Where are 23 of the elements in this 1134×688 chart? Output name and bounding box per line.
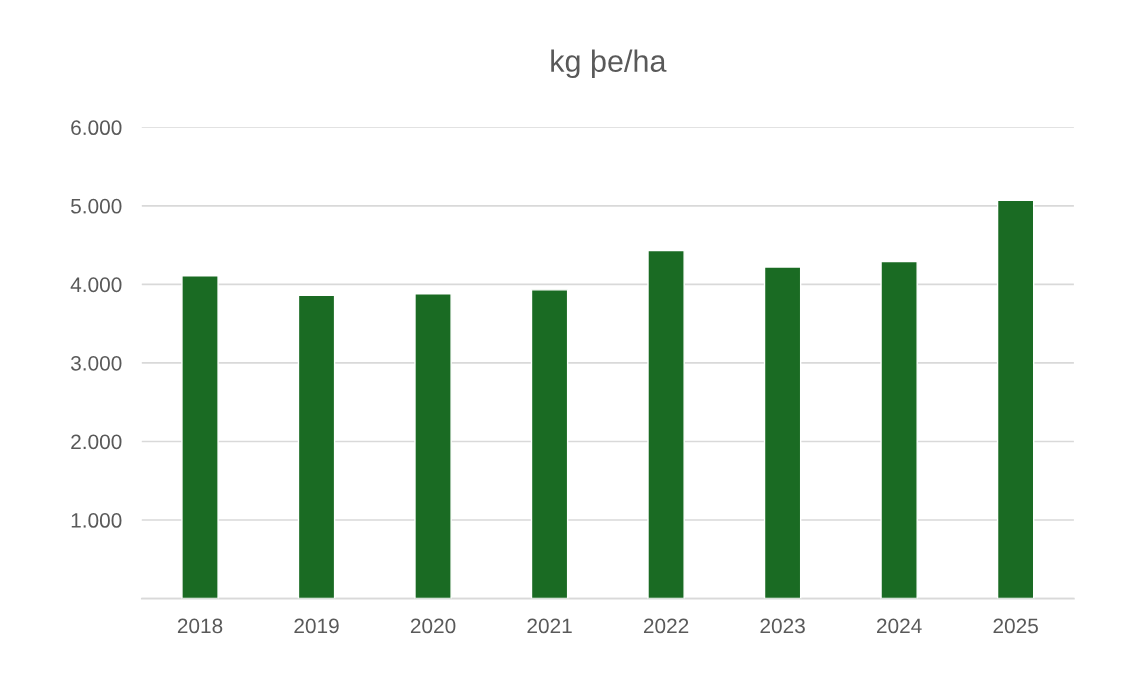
x-tick-label: 2024 (877, 618, 922, 634)
x-tick-label: 2019 (294, 618, 339, 634)
x-tick-label: 2020 (410, 618, 456, 634)
bar (414, 293, 452, 599)
bar (530, 289, 569, 599)
y-tick-label: 6.000 (71, 120, 122, 136)
chart-title: kg þe/ha (551, 49, 667, 79)
y-tick-label: 1.000 (71, 513, 122, 528)
bar (181, 275, 219, 599)
bar (647, 249, 685, 599)
bar (297, 294, 336, 599)
bar (880, 260, 918, 599)
y-tick-label: 4.000 (70, 277, 122, 293)
bar (996, 199, 1035, 599)
x-tick-label: 2022 (643, 618, 689, 634)
x-tick-label: 2023 (760, 618, 805, 634)
y-tick-label: 3.000 (70, 355, 122, 371)
x-tick-label: 2018 (177, 618, 223, 634)
x-tick-label: 2025 (993, 618, 1038, 634)
y-tick-label: 2.000 (71, 434, 122, 450)
x-tick-label: 2021 (527, 618, 572, 634)
bar (763, 266, 802, 599)
y-tick-label: 5.000 (71, 198, 122, 214)
